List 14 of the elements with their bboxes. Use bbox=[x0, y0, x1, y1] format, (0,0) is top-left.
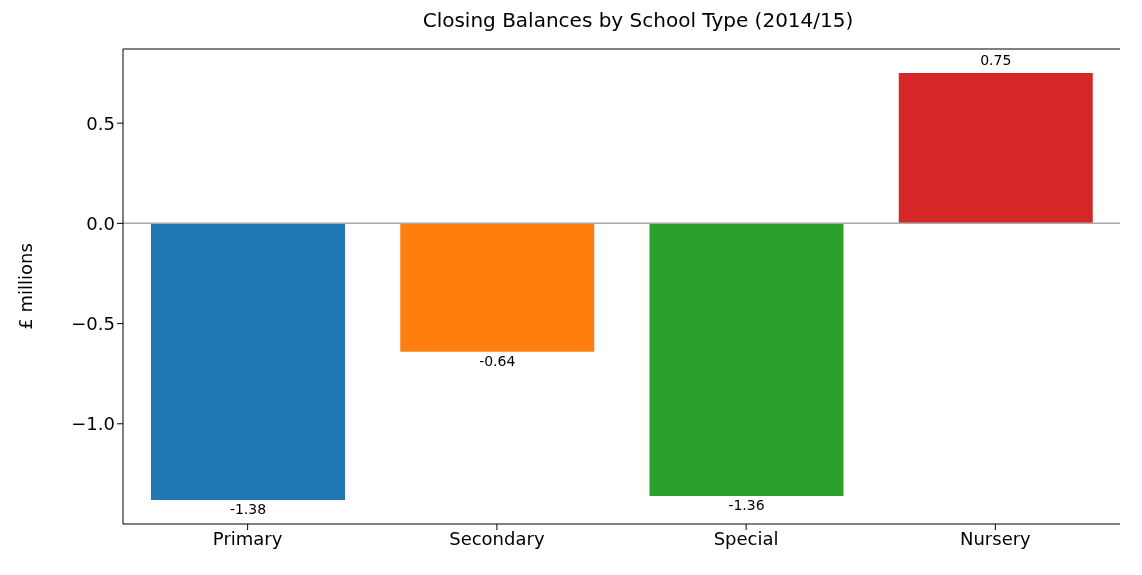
data-label: 0.75 bbox=[980, 52, 1012, 69]
y-tick-label: −1.0 bbox=[71, 413, 115, 435]
x-tick-label: Secondary bbox=[449, 527, 545, 549]
x-tick-label: Special bbox=[713, 527, 779, 549]
y-tick-label: 0.0 bbox=[86, 212, 115, 234]
chart-title: Closing Balances by School Type (2014/15) bbox=[421, 8, 855, 34]
x-tick-label: Primary bbox=[212, 527, 283, 549]
y-tick-label: −0.5 bbox=[71, 312, 115, 334]
y-axis-title: £ millions bbox=[15, 243, 37, 330]
data-label: -1.36 bbox=[728, 496, 765, 513]
data-label: -1.38 bbox=[229, 500, 267, 517]
data-label: -0.64 bbox=[479, 352, 516, 369]
x-tick-label: Nursery bbox=[959, 527, 1032, 549]
y-tick-label: 0.5 bbox=[86, 112, 115, 134]
